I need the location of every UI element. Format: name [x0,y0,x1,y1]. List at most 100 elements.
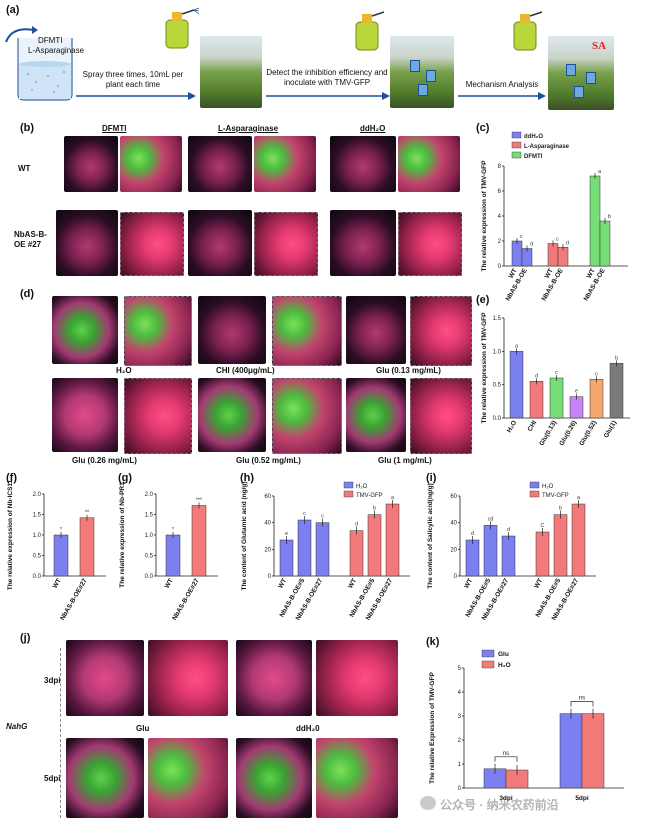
y-tick-label: 1.0 [33,533,42,539]
y-tick-label: 4 [498,214,502,220]
legend-label: TMV-GFP [542,493,569,499]
panel-j-side-nahg: NahG [6,722,28,731]
spray-bottle-icon [165,7,200,49]
photo-d-glu026-zoom [124,378,192,454]
legend-label: Glu [498,651,509,658]
photo-b-oe-dfmti-zoom [120,212,184,276]
beaker-label-dfmti: DFMTI [38,36,63,45]
significance-letter: c [321,514,324,520]
y-tick-label: 40 [264,521,271,527]
legend-label: ddH₂O [524,134,543,140]
step-1-arrow-icon [76,92,196,100]
label-d-h2o: H₂O [116,366,132,375]
x-tick-label: Glu(0.13) [538,420,558,448]
chart-c: 0 2 4 6 8 The relative expression of TMV-GFP d… [481,131,628,302]
legend-swatch [511,151,522,159]
photo-d-glu052-zoom [272,378,342,454]
bar [547,243,559,267]
significance-letter: a [598,169,602,175]
significance-letter: b [608,214,611,220]
bar [553,514,568,577]
x-tick-label: WT [508,267,519,279]
x-tick-label: H₂O [506,420,518,434]
significance-letter: d [507,527,510,533]
y-tick-label: 1.5 [145,513,154,519]
chart-h-ylabel: The content of Glutamic acid (ng/g) [241,481,248,590]
significance-letter: d [355,522,358,528]
y-tick-label: 0.0 [493,416,502,422]
significance-letter: c [595,371,598,377]
bar [465,539,480,577]
bar [501,535,516,577]
y-tick-label: 1.0 [493,349,502,355]
legend-label: L-Asparaginase [524,144,570,150]
chart-g: 0.0 0.5 1.0 1.5 2.0 The relative expression o… [119,482,218,620]
photo-j-glu-3dpi-zoom [148,640,228,716]
watermark-text: 公众号 · 纳米农药前沿 [440,798,559,812]
y-tick-label: 0.5 [145,554,154,560]
significance-letter: d [471,531,474,537]
chart-k-ylabel: The relative Expression of TMV-GFP [429,672,436,784]
chart-e: 0.0 0.5 1.0 1.5 The relative expression of T… [481,312,630,448]
legend-swatch [481,649,495,658]
beaker-illustration [14,34,76,102]
bar [509,351,524,419]
x-tick-label: NbAS-B-OE#27 [59,577,89,620]
x-tick-label: WT [544,267,555,279]
x-tick-label: Glu(0.52) [578,420,598,448]
legend-swatch [511,141,522,149]
photo-d-glu1-zoom [410,378,472,454]
panel-b-letter: (b) [20,122,35,134]
photo-d-chi-zoom [272,296,342,366]
step-3-text: Mechanism Analysis [465,80,539,89]
significance-letter: cd [488,516,494,522]
x-tick-label: NbAS-B-OE#27 [171,577,201,620]
label-d-chi: CHI (400μg/mL) [216,366,275,375]
panel-d-letter: (d) [20,288,35,300]
photo-b-oe-dfmti [56,210,118,276]
significance-letter: C [541,523,545,529]
bar [609,363,624,419]
y-tick-label: 2.0 [145,492,154,498]
legend-swatch [529,481,540,489]
significance-letter: a [515,343,519,349]
photo-b-oe-ddh2o-zoom [398,212,462,276]
chart-i: 0 20 40 60 The content of Salicylic acid(ng/… [427,481,596,622]
y-tick-label: 1 [458,762,462,768]
photo-d-glu026 [52,378,118,452]
watermark-icon [420,796,436,810]
y-tick-label: 4 [458,690,462,696]
bar [165,534,181,577]
step-2-arrow-icon [266,92,390,100]
bar [569,396,584,419]
bar [529,381,544,419]
significance-letter: c [555,370,558,376]
y-tick-label: 0.5 [493,383,502,389]
panel-b-row-wt: WT [18,164,31,173]
photo-b-wt-lasp-zoom [254,136,316,192]
y-tick-label: 0 [458,786,462,792]
bar [535,531,550,577]
panel-b-row-oe: NbAS-B-OE #27 [14,230,47,249]
panel-c-letter: (c) [476,122,490,134]
significance-letter: * [172,527,175,533]
photo-d-glu013 [346,296,406,364]
panel-f-letter: (f) [6,472,17,484]
panel-k-letter: (k) [426,636,440,648]
photo-j-glu-5dpi-zoom [148,738,228,818]
chart-c-ylabel: The relative expression of TMV-GFP [481,160,488,272]
plant-photo-1 [200,36,262,108]
legend-label: DFMTI [524,154,543,160]
panel-g-letter: (g) [118,472,133,484]
bar [511,240,523,267]
significance-letter: c [303,511,306,517]
photo-b-oe-ddh2o [330,210,396,276]
y-tick-label: 5 [458,666,462,672]
significance-bracket [494,756,518,762]
panel-b-col-ddh2o: ddH₂O [360,124,386,133]
photo-d-glu052 [198,378,266,452]
photo-b-wt-ddh2o-zoom [398,136,460,192]
significance-letter: d [566,240,569,246]
bar [581,713,605,789]
photo-d-glu1 [346,378,406,452]
